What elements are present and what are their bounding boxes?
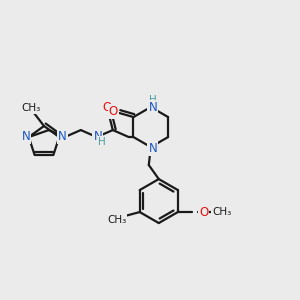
Text: CH₃: CH₃: [21, 103, 40, 113]
Text: N: N: [148, 142, 157, 154]
Text: O: O: [109, 105, 118, 118]
Text: H: H: [98, 137, 106, 147]
Text: N: N: [58, 130, 67, 142]
Text: CH₃: CH₃: [212, 207, 232, 217]
Text: CH₃: CH₃: [107, 215, 126, 225]
Text: N: N: [21, 130, 30, 142]
Text: H: H: [149, 95, 157, 105]
Text: O: O: [102, 100, 111, 114]
Text: O: O: [199, 206, 208, 219]
Text: N: N: [148, 100, 157, 114]
Text: N: N: [93, 130, 102, 142]
